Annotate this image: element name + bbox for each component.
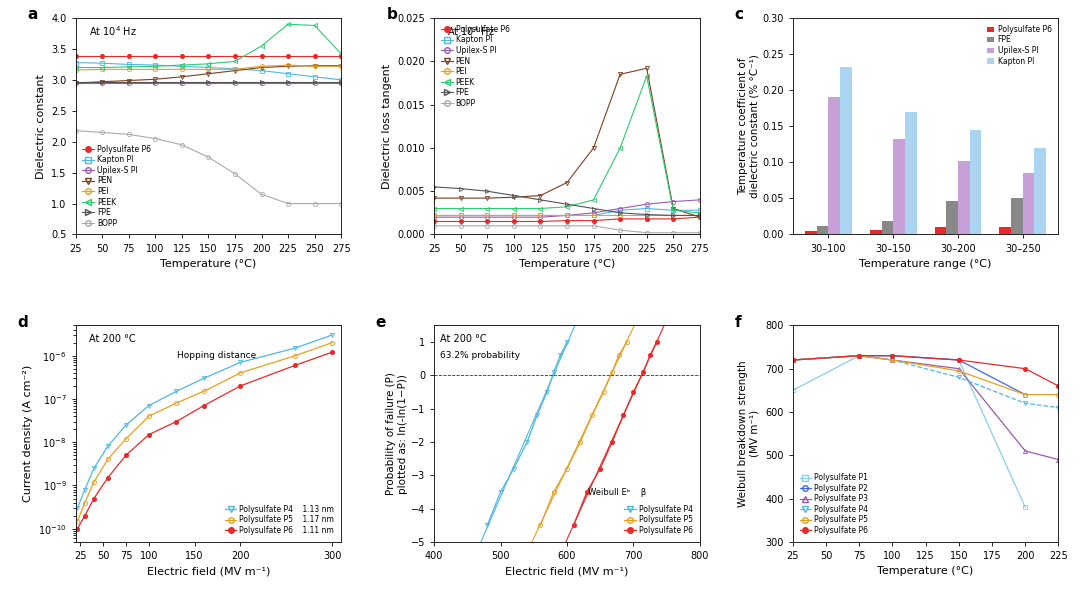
Text: At 10$^4$ Hz: At 10$^4$ Hz [89,25,137,39]
Bar [970,130,982,235]
Text: At 10$^4$ Hz: At 10$^4$ Hz [447,25,496,39]
Bar [905,112,917,235]
Bar [816,226,828,235]
Y-axis label: Temperature coefficient of
dielectric constant (% °C⁻¹): Temperature coefficient of dielectric co… [738,54,759,198]
Bar [1035,148,1047,235]
Y-axis label: Weibull breakdown strength
(MV m⁻¹): Weibull breakdown strength (MV m⁻¹) [738,360,759,507]
Text: f: f [734,315,741,329]
Text: At 200 °C: At 200 °C [89,334,135,344]
Text: 63.2% probability: 63.2% probability [440,352,519,361]
Bar [840,67,852,235]
Bar [1023,173,1035,235]
Bar [869,230,881,235]
Text: c: c [734,7,743,22]
Bar [958,161,970,235]
Text: a: a [28,7,38,22]
Bar [828,98,840,235]
Bar [934,228,946,235]
Bar [881,222,893,235]
Legend: Polysulfate P6, Kapton PI, Upilex-S PI, PEN, PEI, PEEK, FPE, BOPP: Polysulfate P6, Kapton PI, Upilex-S PI, … [80,142,154,231]
Text: d: d [17,315,28,329]
Y-axis label: Dielectric loss tangent: Dielectric loss tangent [382,64,392,189]
X-axis label: Temperature (°C): Temperature (°C) [160,259,257,269]
Text: Hopping distance: Hopping distance [176,352,256,361]
Text: e: e [376,315,387,329]
Bar [893,139,905,235]
X-axis label: Electric field (MV m⁻¹): Electric field (MV m⁻¹) [147,566,270,576]
Legend: Polysulfate P6, Kapton PI, Upilex-S PI, PEN, PEI, PEEK, FPE, BOPP: Polysulfate P6, Kapton PI, Upilex-S PI, … [438,22,513,111]
Text: b: b [387,7,397,22]
Bar [999,226,1011,235]
Legend: Polysulfate P4, Polysulfate P5, Polysulfate P6: Polysulfate P4, Polysulfate P5, Polysulf… [621,502,696,538]
X-axis label: Electric field (MV m⁻¹): Electric field (MV m⁻¹) [505,566,629,576]
Bar [1011,199,1023,235]
Bar [946,200,958,235]
Bar [805,231,816,235]
X-axis label: Temperature (°C): Temperature (°C) [518,259,616,269]
Y-axis label: Current density (A cm⁻²): Current density (A cm⁻²) [23,365,32,502]
Legend: Polysulfate P1, Polysulfate P2, Polysulfate P3, Polysulfate P4, Polysulfate P5, : Polysulfate P1, Polysulfate P2, Polysulf… [797,470,872,538]
Text: Weibull Eᵇ    β: Weibull Eᵇ β [589,488,647,497]
Legend: Polysulfate P4    1.13 nm, Polysulfate P5    1.17 nm, Polysulfate P6    1.11 nm: Polysulfate P4 1.13 nm, Polysulfate P5 1… [221,502,337,538]
Y-axis label: Dielectric constant: Dielectric constant [36,74,45,179]
X-axis label: Temperature (°C): Temperature (°C) [877,566,974,576]
Text: At 200 °C: At 200 °C [440,334,486,344]
Y-axis label: Probability of failure (P)
plotted as: ln(-ln(1−P)): Probability of failure (P) plotted as: l… [387,372,408,495]
X-axis label: Temperature range (°C): Temperature range (°C) [860,259,991,269]
Legend: Polysulfate P6, FPE, Upilex-S PI, Kapton PI: Polysulfate P6, FPE, Upilex-S PI, Kapton… [984,22,1054,69]
